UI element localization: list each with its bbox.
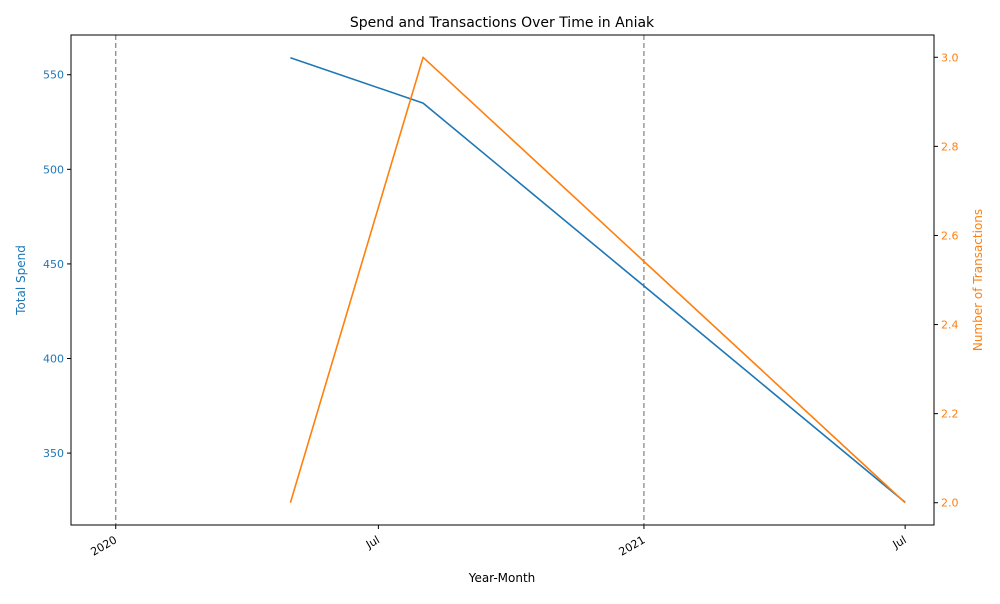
left-y-tick-label: 500 (43, 163, 64, 176)
axes-layer: 2020 Jul 2021 Jul 350 400 450 500 550 2.0 2.2 2.4 2.… (43, 34, 959, 559)
right-y-tick-label: 2.4 (941, 319, 959, 332)
right-y-tick-label: 3.0 (941, 51, 959, 64)
plot-frame (70, 34, 935, 526)
series-layer (289, 56, 906, 504)
right-y-tick-label: 2.2 (941, 408, 959, 421)
right-y-tick-label: 2.8 (941, 140, 959, 153)
right-y-tick-label: 2.6 (941, 229, 959, 242)
left-axis-label: Total Spend (14, 245, 28, 316)
x-axis-label: Year-Month (468, 571, 536, 585)
left-y-tick-label: 450 (43, 258, 64, 271)
left-y-tick-label: 350 (43, 447, 64, 460)
spend-line (290, 56, 906, 503)
left-y-tick-label: 550 (43, 69, 64, 82)
left-y-tick-label: 400 (43, 353, 64, 366)
right-axis-label: Number of Transactions (971, 209, 985, 351)
x-tick-label: 2021 (617, 533, 648, 558)
x-tick-label: Jul (890, 533, 909, 551)
x-tick-label: Jul (363, 533, 382, 551)
vline-layer (115, 35, 645, 525)
chart-title: Spend and Transactions Over Time in Ania… (350, 15, 655, 31)
right-y-tick-label: 2.0 (941, 497, 959, 510)
x-tick-label: 2020 (88, 533, 119, 558)
transactions-line (289, 56, 906, 504)
